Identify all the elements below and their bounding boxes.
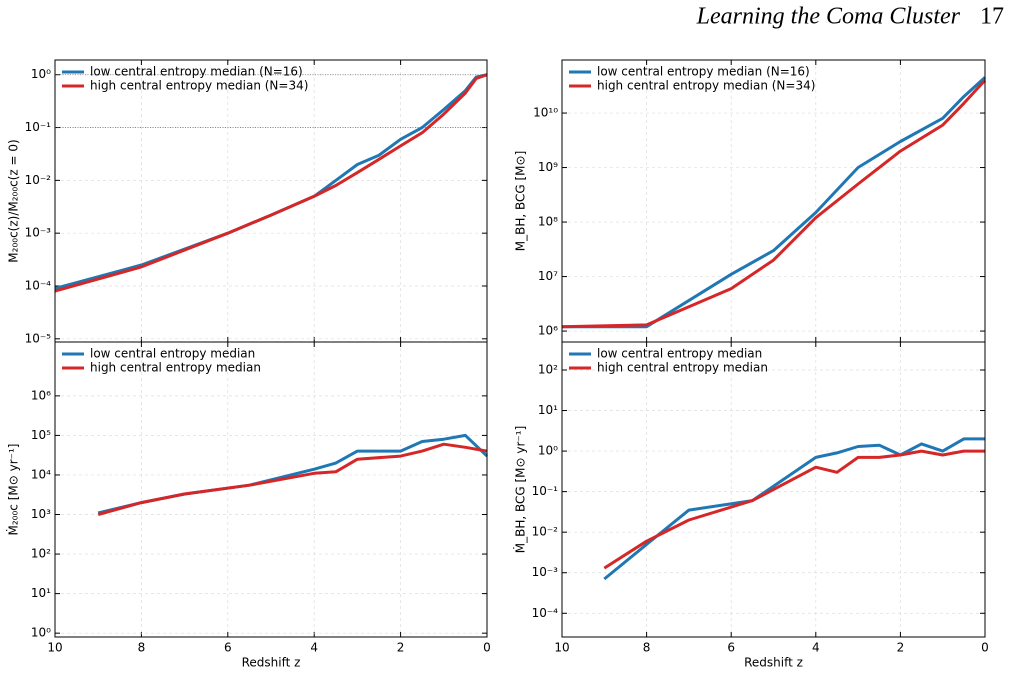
y-tick-label: 10⁻⁵: [25, 331, 52, 345]
y-tick-label: 10⁵: [31, 428, 51, 442]
x-tick-label: 8: [138, 641, 146, 655]
x-tick-label: 4: [310, 641, 318, 655]
median-line: [561, 79, 987, 329]
y-tick-label: 10¹: [31, 586, 51, 600]
y-axis-label: M_BH, BCG [M⊙]: [514, 151, 528, 252]
y-tick-label: 10⁻¹: [25, 120, 52, 134]
x-axis-label: Redshift z: [744, 656, 803, 670]
y-tick-label: 10²: [538, 362, 558, 376]
x-tick-label: 0: [483, 641, 491, 655]
running-title: Learning the Coma Cluster: [696, 4, 961, 30]
legend-label: low central entropy median (N=16): [90, 65, 303, 79]
x-tick-label: 6: [224, 641, 232, 655]
x-tick-label: 8: [643, 641, 651, 655]
y-tick-label: 10⁻⁴: [25, 278, 52, 292]
page-number: 17: [980, 4, 1004, 30]
y-tick-label: 10⁸: [538, 215, 558, 229]
median-line: [97, 442, 488, 516]
x-tick-label: 6: [727, 641, 735, 655]
y-tick-label: 10⁴: [31, 467, 51, 481]
median-line: [54, 73, 488, 290]
x-tick-label: 10: [47, 641, 62, 655]
y-axis-label: Ṁ₂₀₀c [M⊙ yr⁻¹]: [6, 444, 21, 536]
y-tick-label: 10⁻³: [532, 565, 559, 579]
y-tick-label: 10⁹: [538, 160, 558, 174]
legend-label: high central entropy median (N=34): [90, 79, 308, 93]
y-axis-label: Ṁ_BH, BCG [M⊙ yr⁻¹]: [513, 426, 528, 554]
plot-frame: [561, 341, 986, 638]
y-tick-label: 10⁻¹: [532, 484, 559, 498]
y-tick-label: 10⁶: [538, 324, 558, 338]
y-tick-label: 10⁻⁴: [532, 606, 559, 620]
y-tick-label: 10¹⁰: [533, 106, 558, 120]
x-tick-label: 2: [397, 641, 405, 655]
y-tick-label: 10²: [31, 547, 51, 561]
median-line: [97, 433, 489, 515]
plot-frame: [54, 59, 488, 343]
y-tick-label: 10⁰: [538, 444, 558, 458]
plot-frame: [54, 341, 488, 638]
y-tick-label: 10¹: [538, 403, 558, 417]
x-axis-label: Redshift z: [242, 656, 301, 670]
legend-label: high central entropy median (N=34): [597, 79, 815, 93]
y-tick-label: 10⁻²: [25, 173, 52, 187]
x-tick-label: 10: [554, 641, 569, 655]
legend-label: low central entropy median (N=16): [597, 65, 810, 79]
x-tick-label: 2: [897, 641, 905, 655]
median-line: [603, 449, 985, 570]
x-tick-label: 0: [981, 641, 989, 655]
y-tick-label: 10⁰: [31, 67, 51, 81]
y-tick-label: 10⁷: [538, 269, 558, 283]
legend-label: low central entropy median: [90, 347, 255, 361]
y-tick-label: 10³: [31, 507, 51, 521]
y-tick-label: 10⁶: [31, 388, 51, 402]
median-line: [562, 76, 987, 329]
y-axis-label: M₂₀₀c(z)/M₂₀₀c(z = 0): [7, 139, 21, 262]
median-line: [603, 437, 985, 581]
legend-label: high central entropy median: [90, 361, 261, 375]
legend-label: high central entropy median: [597, 361, 768, 375]
median-line: [54, 73, 488, 293]
legend-label: low central entropy median: [597, 347, 762, 361]
y-tick-label: 10⁻²: [532, 525, 559, 539]
y-tick-label: 10⁻³: [25, 226, 52, 240]
x-tick-label: 4: [812, 641, 820, 655]
plot-frame: [561, 59, 986, 343]
y-tick-label: 10⁰: [31, 626, 51, 640]
